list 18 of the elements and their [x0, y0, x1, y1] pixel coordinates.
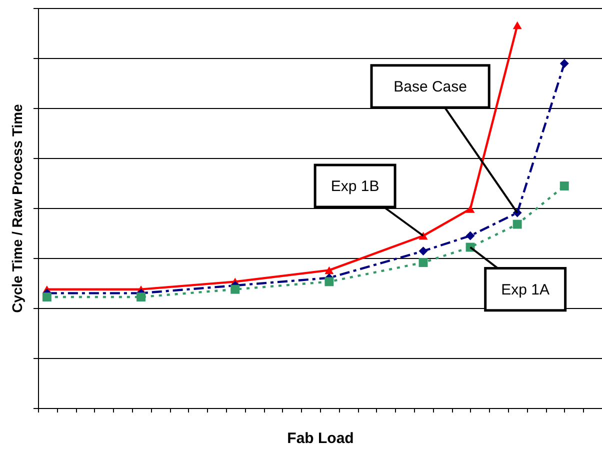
y-axis-title: Cycle Time / Raw Process Time — [9, 104, 25, 313]
text: Base Case — [394, 78, 467, 96]
point — [418, 258, 428, 268]
point — [324, 266, 334, 274]
point — [324, 277, 334, 286]
text: Exp 1A — [501, 281, 550, 298]
point — [512, 220, 522, 229]
point — [466, 205, 475, 213]
point — [418, 246, 428, 256]
point — [560, 59, 569, 68]
x-axis-title: Fab Load — [287, 430, 354, 447]
point — [230, 284, 240, 294]
point — [560, 182, 569, 190]
point — [136, 292, 146, 302]
text: Exp 1B — [330, 178, 380, 195]
point — [512, 21, 522, 30]
point — [466, 231, 475, 240]
point — [42, 292, 52, 302]
